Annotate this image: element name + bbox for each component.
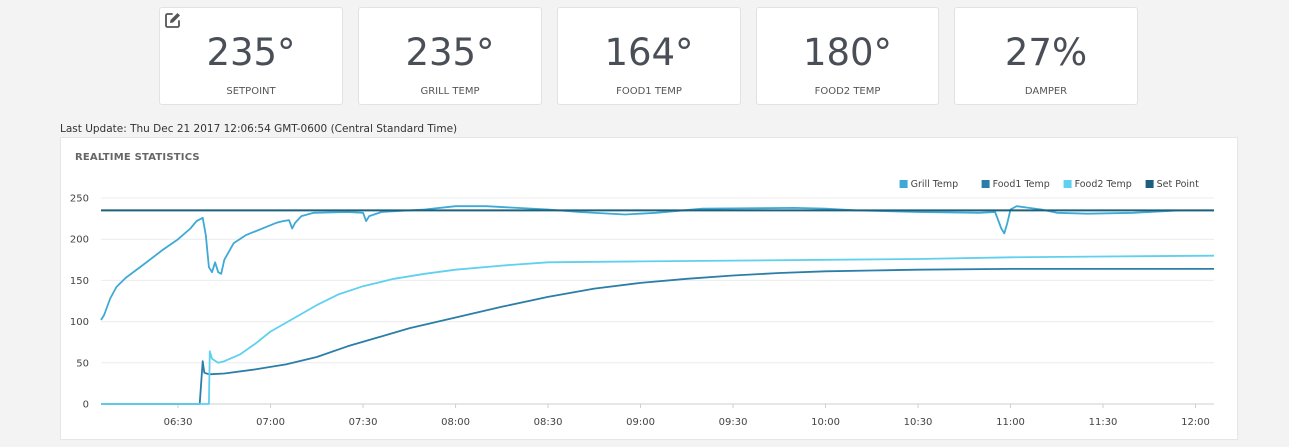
edit-icon[interactable] [164, 11, 182, 29]
y-tick-label: 50 [76, 358, 89, 369]
food1-temp-label: FOOD1 TEMP [616, 86, 682, 97]
legend-label-grill-temp: Grill Temp [911, 179, 959, 190]
setpoint-value: 235° [206, 31, 296, 74]
damper-value: 27% [1004, 31, 1088, 74]
x-tick-label: 08:00 [441, 417, 470, 428]
x-tick-label: 09:00 [626, 417, 655, 428]
panel-title: REALTIME STATISTICS [75, 152, 200, 163]
grill-temp-card: 235° GRILL TEMP [358, 7, 542, 105]
food1-temp-value: 164° [604, 31, 694, 74]
grill-temp-label: GRILL TEMP [420, 86, 480, 97]
x-tick-label: 12:00 [1181, 417, 1210, 428]
y-tick-label: 0 [83, 400, 89, 411]
damper-label: DAMPER [1024, 86, 1068, 97]
food1-temp-card: 164° FOOD1 TEMP [557, 7, 741, 105]
food2-temp-label: FOOD2 TEMP [814, 86, 881, 97]
legend-swatch-set-point [1145, 180, 1154, 188]
x-tick-label: 07:30 [349, 417, 378, 428]
realtime-statistics-panel: REALTIME STATISTICS 0 50 100 150 200 250 06:30… [60, 137, 1238, 440]
temperature-chart: 0 50 100 150 200 250 06:30 07:00 07:30 08:00 08:30… [70, 179, 1215, 428]
food2-temp-card: 180° FOOD2 TEMP [756, 7, 939, 105]
food2-temp-value: 180° [802, 31, 893, 74]
x-tick-label: 08:30 [534, 417, 563, 428]
y-tick-label: 250 [70, 194, 89, 205]
legend-label-food1-temp: Food1 Temp [993, 179, 1050, 190]
legend-swatch-grill-temp [899, 180, 908, 188]
series-line-food2-temp [101, 254, 1215, 405]
x-tick-label: 10:00 [811, 417, 840, 428]
x-tick-label: 06:30 [164, 417, 193, 428]
y-tick-label: 200 [70, 235, 89, 246]
last-update-text: Last Update: Thu Dec 21 2017 12:06:54 GM… [60, 123, 458, 135]
grill-temp-value: 235° [405, 31, 495, 74]
x-tick-label: 09:30 [719, 417, 748, 428]
damper-card: 27% DAMPER [954, 7, 1138, 105]
series-line-grill-temp [100, 205, 1214, 321]
x-tick-label: 10:30 [904, 417, 933, 428]
x-tick-label: 11:00 [996, 417, 1025, 428]
legend-label-food2-temp: Food2 Temp [1075, 179, 1132, 190]
legend-swatch-food2-temp [1063, 180, 1072, 188]
x-tick-label: 07:00 [256, 417, 285, 428]
y-tick-label: 100 [70, 317, 89, 328]
y-tick-label: 150 [70, 276, 89, 287]
x-tick-label: 11:30 [1089, 417, 1118, 428]
legend-label-set-point: Set Point [1157, 179, 1199, 190]
setpoint-card[interactable]: 235° SETPOINT [159, 7, 343, 105]
legend-swatch-food1-temp [981, 180, 990, 188]
series-line-food1-temp [101, 268, 1214, 405]
setpoint-label: SETPOINT [226, 86, 276, 97]
